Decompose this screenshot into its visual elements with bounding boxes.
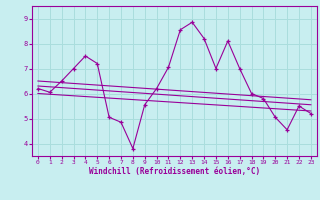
X-axis label: Windchill (Refroidissement éolien,°C): Windchill (Refroidissement éolien,°C) <box>89 167 260 176</box>
